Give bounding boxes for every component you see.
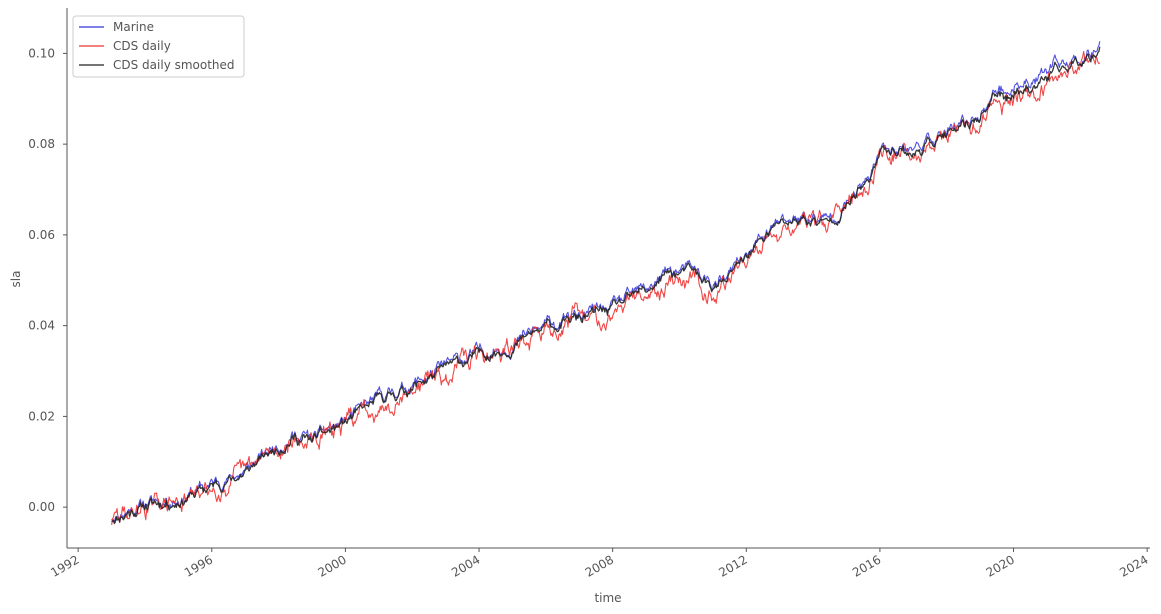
y-axis-label: sla xyxy=(9,271,23,288)
x-tick-label: 2016 xyxy=(850,552,883,579)
y-tick-label: 0.06 xyxy=(28,228,55,242)
x-tick-label: 1992 xyxy=(48,552,81,579)
legend-label: CDS daily smoothed xyxy=(113,58,235,72)
series-lines xyxy=(111,41,1101,525)
y-tick-label: 0.04 xyxy=(28,319,55,333)
x-axis-label: time xyxy=(594,591,621,605)
x-tick-label: 2000 xyxy=(315,552,348,579)
y-tick-label: 0.00 xyxy=(28,500,55,514)
x-tick-label: 2008 xyxy=(583,552,616,579)
series-line-cds-daily xyxy=(111,50,1101,525)
series-line-cds-daily-smoothed xyxy=(111,46,1101,525)
series-line-marine xyxy=(111,41,1101,523)
legend-label: Marine xyxy=(113,20,154,34)
x-tick-label: 2020 xyxy=(984,552,1017,579)
x-tick-label: 2004 xyxy=(449,552,482,579)
legend-box xyxy=(72,15,245,78)
legend-label: CDS daily xyxy=(113,39,171,53)
x-tick-label: 1996 xyxy=(182,552,215,579)
x-tick-label: 2012 xyxy=(716,552,749,579)
y-tick-label: 0.02 xyxy=(28,409,55,423)
y-tick-label: 0.08 xyxy=(28,137,55,151)
axes xyxy=(66,8,1150,549)
y-ticks: 0.00 0.02 0.04 0.06 0.08 0.10 xyxy=(28,46,67,514)
legend: Marine CDS daily CDS daily smoothed xyxy=(72,15,245,78)
x-tick-label: 2024 xyxy=(1117,552,1150,579)
x-ticks: 1992 1996 2000 2004 2008 2012 2016 2020 2024 xyxy=(48,548,1151,580)
y-tick-label: 0.10 xyxy=(28,46,55,60)
